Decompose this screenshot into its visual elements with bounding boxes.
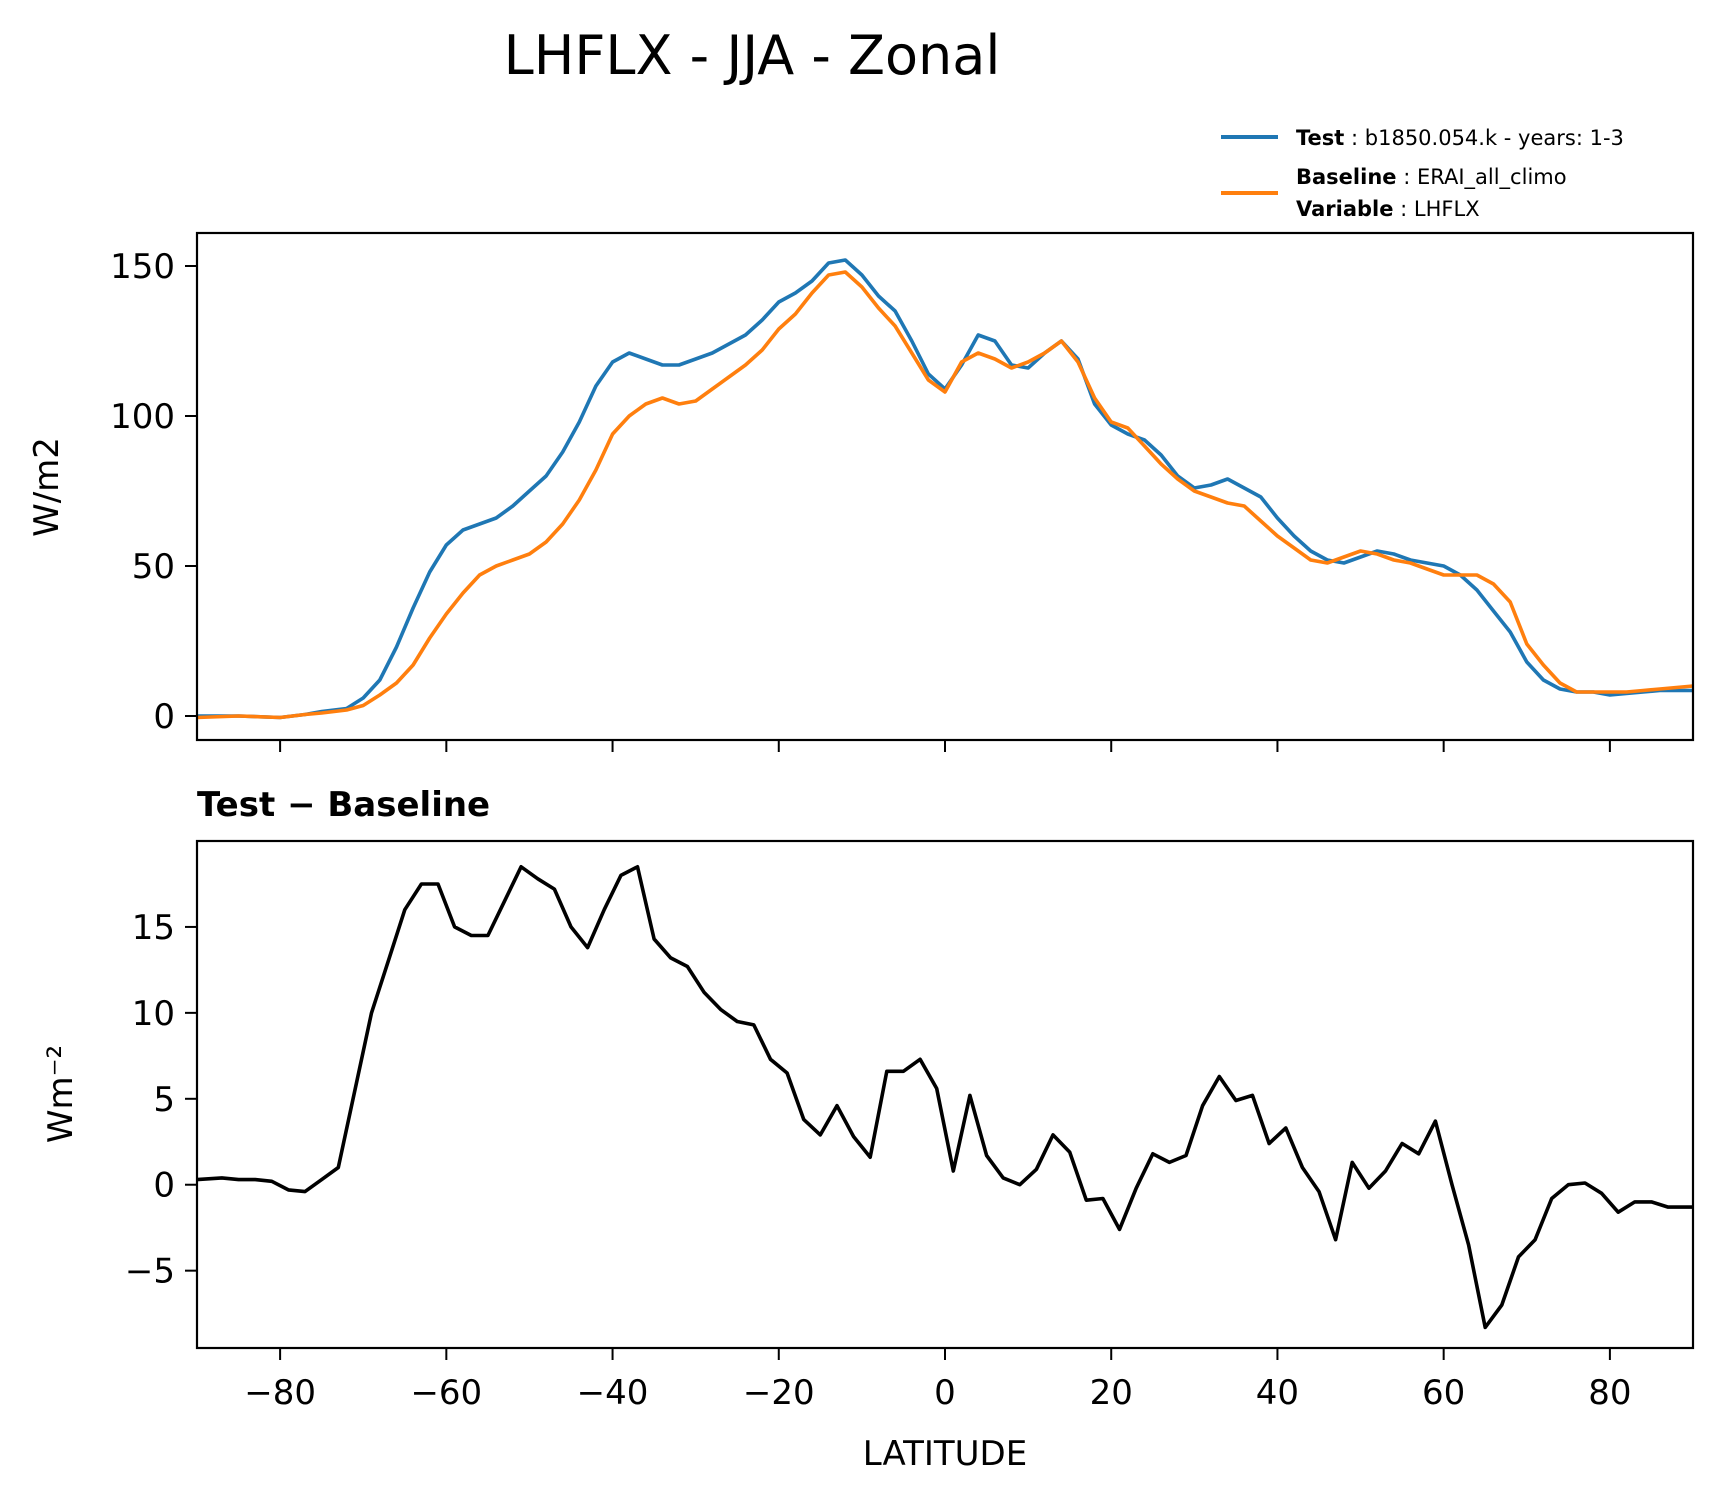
top-series-line-baseline: [196, 270, 1694, 720]
bottom-xtick-label: 60: [1422, 1373, 1465, 1413]
top-ytick-label: 0: [153, 697, 175, 737]
legend-variable-text: Variable : LHFLX: [1296, 197, 1480, 221]
bottom-xtick-label: −60: [410, 1373, 482, 1413]
bottom-axes-frame: [195, 839, 1695, 1350]
bottom-xtick-label: −80: [244, 1373, 316, 1413]
bottom-xtick-label: −40: [577, 1373, 649, 1413]
bottom-ytick-label: 15: [132, 908, 175, 948]
bottom-ticks: −80 −60 −40 −20 0 20 40 60 80 −5 0 5 10 15: [125, 908, 1632, 1413]
top-ylabel: W/m2: [27, 437, 67, 537]
bottom-xtick-label: 20: [1090, 1373, 1133, 1413]
figure-title: LHFLX - JJA - Zonal: [504, 24, 1001, 87]
bottom-ytick-label: −5: [125, 1252, 175, 1292]
legend-test-text: Test : b1850.054.k - years: 1-3: [1296, 126, 1624, 150]
legend-test-name: Test: [1296, 126, 1344, 150]
top-series-line-test: [197, 258, 1693, 720]
bottom-panel: Test − Baseline −80 −60 −40 −20 0 20 40 60 80 −5 0…: [41, 785, 1695, 1474]
bottom-xtick-label: 0: [934, 1373, 956, 1413]
legend-variable-name: Variable: [1296, 197, 1393, 221]
legend-variable-label: LHFLX: [1414, 197, 1480, 221]
top-axes-frame: [195, 231, 1695, 742]
bottom-series-lines: [196, 864, 1693, 1330]
legend-baseline-name: Baseline: [1296, 165, 1397, 189]
bottom-xtick-label: 40: [1256, 1373, 1299, 1413]
bottom-ytick-label: 5: [153, 1080, 175, 1120]
bottom-xtick-label: −20: [743, 1373, 815, 1413]
top-ticks: 0 50 100 150: [110, 247, 1611, 752]
bottom-xtick-label: 80: [1588, 1373, 1631, 1413]
bottom-ylabel: Wm⁻²: [41, 1045, 81, 1143]
top-ytick-label: 100: [110, 397, 175, 437]
bottom-panel-title: Test − Baseline: [197, 785, 490, 825]
legend-baseline-label: ERAI_all_climo: [1417, 165, 1567, 190]
top-series-lines: [196, 258, 1694, 720]
legend: Test : b1850.054.k - years: 1-3 Baseline…: [1221, 126, 1624, 221]
top-ytick-label: 50: [132, 547, 175, 587]
top-ytick-label: 150: [110, 247, 175, 287]
bottom-ytick-label: 0: [153, 1166, 175, 1206]
bottom-ytick-label: 10: [132, 994, 175, 1034]
bottom-series-line-test-baseline: [196, 864, 1693, 1330]
legend-baseline-text: Baseline : ERAI_all_climo: [1296, 165, 1567, 190]
top-panel: 0 50 100 150 W/m2: [27, 231, 1695, 752]
bottom-xlabel: LATITUDE: [863, 1434, 1027, 1474]
legend-test-label: b1850.054.k - years: 1-3: [1365, 126, 1624, 150]
